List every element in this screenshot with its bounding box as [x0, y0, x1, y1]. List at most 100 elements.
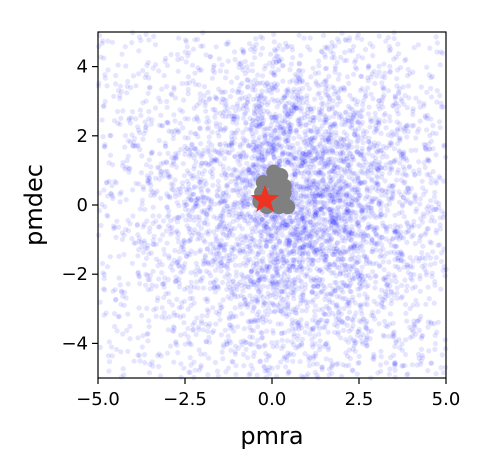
background-point [96, 80, 102, 86]
background-point [417, 238, 423, 244]
background-point [292, 226, 298, 232]
background-point [188, 236, 194, 242]
background-point [294, 223, 300, 229]
background-point [397, 121, 403, 127]
background-point [296, 343, 303, 349]
background-point [182, 286, 188, 292]
background-point [142, 206, 148, 213]
background-point [411, 222, 417, 228]
background-point [246, 41, 253, 47]
background-point [361, 253, 367, 259]
background-point [378, 362, 384, 368]
background-point [149, 149, 155, 155]
background-point [145, 287, 151, 293]
background-point [197, 179, 203, 185]
background-point [405, 264, 411, 271]
background-point [251, 282, 257, 288]
background-point [389, 167, 395, 173]
background-point [240, 149, 246, 155]
background-point [320, 306, 326, 312]
background-point [278, 295, 284, 301]
background-point [339, 136, 345, 143]
background-point [259, 142, 265, 148]
background-point [260, 299, 267, 305]
background-point [247, 293, 253, 299]
background-point [115, 314, 121, 320]
background-point [403, 155, 409, 161]
background-point [247, 278, 254, 284]
background-point [248, 268, 254, 274]
background-point [156, 276, 162, 282]
background-point [419, 333, 425, 339]
background-point [359, 119, 365, 126]
background-point [333, 123, 339, 129]
background-point [295, 96, 301, 102]
background-point [350, 245, 357, 251]
background-point [168, 343, 174, 349]
background-point [244, 177, 250, 183]
background-point [324, 253, 330, 259]
background-point [379, 174, 385, 180]
background-point [440, 104, 446, 110]
background-point [327, 291, 334, 297]
background-point [169, 302, 175, 308]
background-point [316, 63, 322, 69]
background-point [322, 162, 328, 168]
background-point [223, 125, 229, 131]
background-point [105, 353, 112, 359]
background-point [343, 283, 349, 289]
background-point [212, 156, 219, 162]
background-point [386, 48, 392, 54]
background-point [423, 114, 429, 120]
background-point [432, 189, 438, 195]
background-point [117, 96, 123, 102]
background-point [195, 118, 201, 124]
background-point [306, 357, 312, 364]
background-point [358, 152, 364, 158]
background-point [250, 170, 256, 176]
background-point [429, 214, 435, 220]
background-point [270, 274, 276, 280]
background-point [259, 265, 265, 271]
background-point [282, 299, 288, 305]
background-point [412, 171, 418, 177]
background-point [216, 56, 222, 62]
background-point [253, 254, 259, 260]
background-point [282, 114, 288, 120]
background-point [398, 234, 404, 241]
background-point [246, 372, 252, 378]
background-point [293, 227, 299, 233]
background-point [232, 262, 238, 268]
background-point [440, 267, 446, 274]
background-point [191, 326, 197, 333]
background-point [136, 273, 142, 279]
background-point [301, 219, 307, 225]
background-point [392, 363, 398, 369]
background-point [219, 172, 225, 178]
background-point [318, 254, 324, 260]
background-point [264, 263, 270, 269]
background-point [207, 95, 213, 101]
background-point [432, 341, 438, 347]
background-point [325, 148, 331, 154]
background-point [330, 208, 336, 214]
background-point [377, 238, 383, 244]
background-point [166, 172, 172, 178]
background-point [190, 46, 197, 52]
background-point [262, 342, 268, 348]
background-point [273, 59, 279, 65]
background-point [318, 206, 324, 212]
background-point [370, 53, 376, 59]
background-point [275, 225, 281, 231]
background-point [194, 102, 200, 108]
background-point [236, 241, 242, 247]
background-point [249, 61, 255, 67]
background-point [197, 125, 203, 131]
background-point [217, 152, 223, 158]
background-point [214, 226, 221, 233]
background-point [281, 289, 287, 295]
background-point [344, 263, 350, 269]
background-point [324, 102, 331, 109]
background-point [307, 355, 313, 361]
background-point [125, 348, 131, 354]
